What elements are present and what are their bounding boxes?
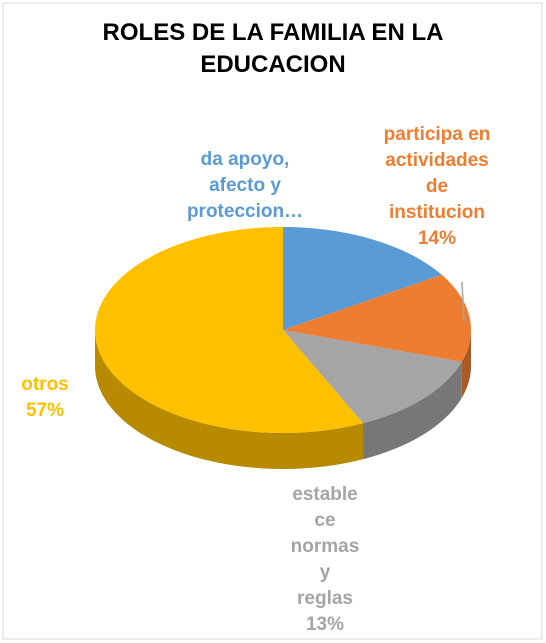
text-line: de — [426, 176, 448, 197]
slice — [283, 330, 462, 460]
value-label: 13% — [306, 614, 344, 635]
value-label: 14% — [418, 228, 456, 249]
text-line: ROLES DE LA FAMILIA EN LA — [103, 19, 444, 46]
text-line: actividades — [385, 150, 489, 171]
slice-top — [95, 227, 364, 433]
slice-side — [95, 330, 364, 469]
slice — [283, 227, 442, 330]
text-line: y — [320, 562, 331, 583]
data-label: da apoyo, afecto y proteccion… — [187, 149, 303, 222]
data-label: otros 57% — [21, 374, 69, 421]
text-line: estable — [292, 484, 357, 505]
data-label: estable ce normas y reglas 13% — [291, 484, 360, 635]
text-line: reglas — [297, 588, 353, 609]
slice-top — [283, 330, 462, 424]
slice — [283, 274, 471, 398]
chart-title: ROLES DE LA FAMILIA EN LA EDUCACION — [103, 19, 444, 78]
text-line: proteccion… — [187, 201, 303, 222]
slice-top — [283, 227, 442, 330]
text-line: otros — [21, 374, 69, 395]
text-line: afecto y — [209, 175, 281, 196]
slice-top — [283, 274, 471, 362]
leader-line — [461, 281, 465, 323]
text-line: normas — [291, 536, 360, 557]
text-line: ce — [314, 510, 335, 531]
slice — [95, 227, 364, 469]
text-line: da apoyo, — [201, 149, 290, 170]
text-line: EDUCACION — [200, 51, 345, 78]
text-line: institucion — [389, 202, 485, 223]
slice-side — [363, 361, 462, 460]
text-line: participa en — [384, 124, 491, 145]
slice-side — [461, 330, 471, 398]
data-label: participa en actividades de institucion 14% — [384, 124, 491, 249]
value-label: 57% — [26, 400, 64, 421]
